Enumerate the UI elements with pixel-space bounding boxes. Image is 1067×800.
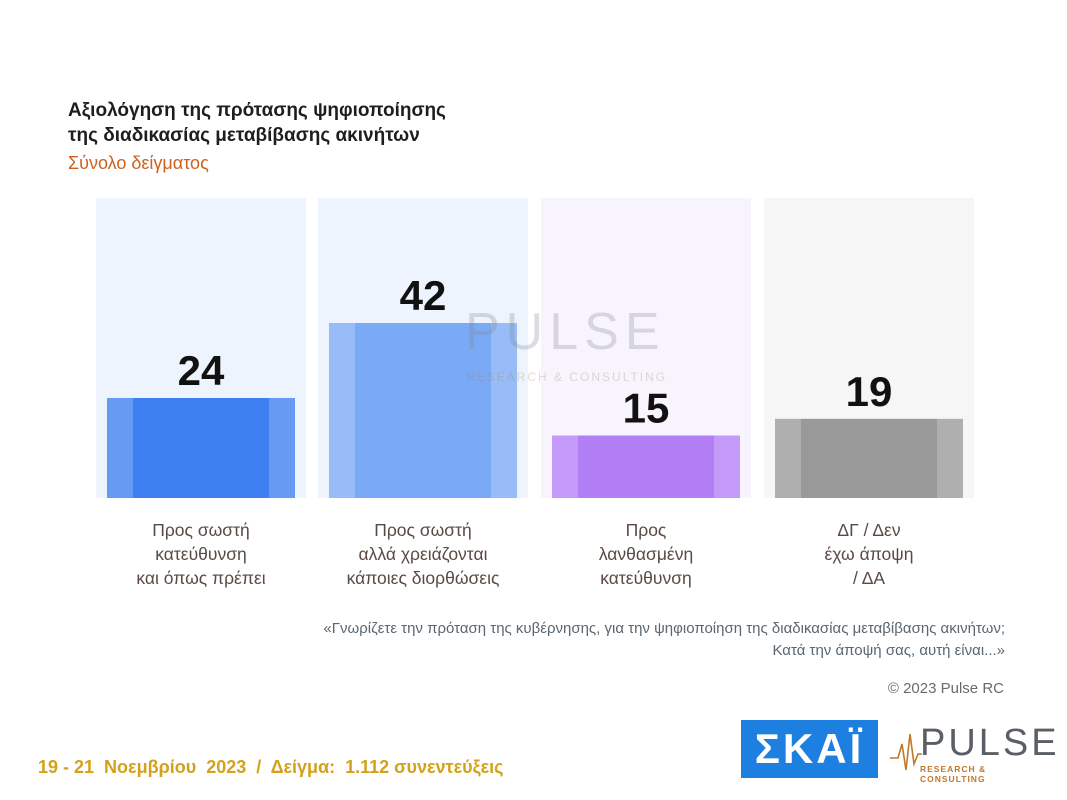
watermark-word: PULSE: [465, 303, 666, 361]
pulse-logo: PULSE RESEARCH & CONSULTING: [890, 720, 1057, 784]
category-label-3: Προς λανθασμένη κατεύθυνση: [598, 520, 694, 588]
survey-question-line2: Κατά την άποψή σας, αυτή είναι...»: [772, 642, 1005, 659]
pulse-logo-sub: RESEARCH & CONSULTING: [920, 764, 987, 784]
bar-1: [107, 398, 295, 498]
category-label-2: Προς σωστή αλλά χρειάζονται κάποιες διορ…: [346, 520, 500, 588]
pulse-wave-icon: [890, 733, 922, 771]
bar-4-right-edge: [937, 418, 963, 498]
category-label-1: Προς σωστή κατεύθυνση και όπως πρέπει: [136, 520, 266, 588]
bar-3: [552, 435, 740, 498]
chart-title-line2: της διαδικασίας μεταβίβασης ακινήτων: [68, 125, 420, 146]
bar-1-left-edge: [107, 398, 133, 498]
chart-title-line1: Αξιολόγηση της πρότασης ψηφιοποίησης: [68, 100, 446, 121]
pulse-watermark: PULSE RESEARCH & CONSULTING: [440, 302, 680, 392]
bar-value-label-3: 15: [623, 385, 670, 432]
bar-value-label-2: 42: [400, 272, 447, 319]
bar-2: [329, 323, 517, 498]
bar-value-label-1: 24: [178, 347, 225, 394]
survey-question: «Γνωρίζετε την πρόταση της κυβέρνησης, γ…: [323, 618, 1005, 662]
bar-2-right-edge: [491, 323, 517, 498]
bar-3-right-edge: [714, 435, 740, 498]
bar-4-left-edge: [775, 418, 801, 498]
pulse-logo-word: PULSE: [920, 722, 1060, 764]
bar-3-left-edge: [552, 435, 578, 498]
bar-value-label-4: 19: [846, 368, 893, 415]
skai-logo: ΣΚΑΪ: [741, 720, 878, 778]
survey-footer: 19 - 21 Νοεμβρίου 2023 / Δείγμα: 1.112 σ…: [38, 757, 504, 777]
watermark-sub: RESEARCH & CONSULTING: [466, 370, 668, 384]
bar-4: [775, 418, 963, 498]
bar-2-left-edge: [329, 323, 355, 498]
bar-chart: 24 42 15 19: [96, 198, 963, 498]
chart-title: Αξιολόγηση της πρότασης ψηφιοποίησης της…: [68, 98, 446, 148]
copyright-text: © 2023 Pulse RC: [887, 680, 1004, 697]
survey-question-line1: «Γνωρίζετε την πρόταση της κυβέρνησης, γ…: [323, 620, 1005, 637]
bar-1-right-edge: [269, 398, 295, 498]
category-label-4: ΔΓ / Δεν έχω άποψη / ΔΑ: [824, 520, 914, 588]
chart-subtitle: Σύνολο δείγματος: [68, 153, 209, 173]
